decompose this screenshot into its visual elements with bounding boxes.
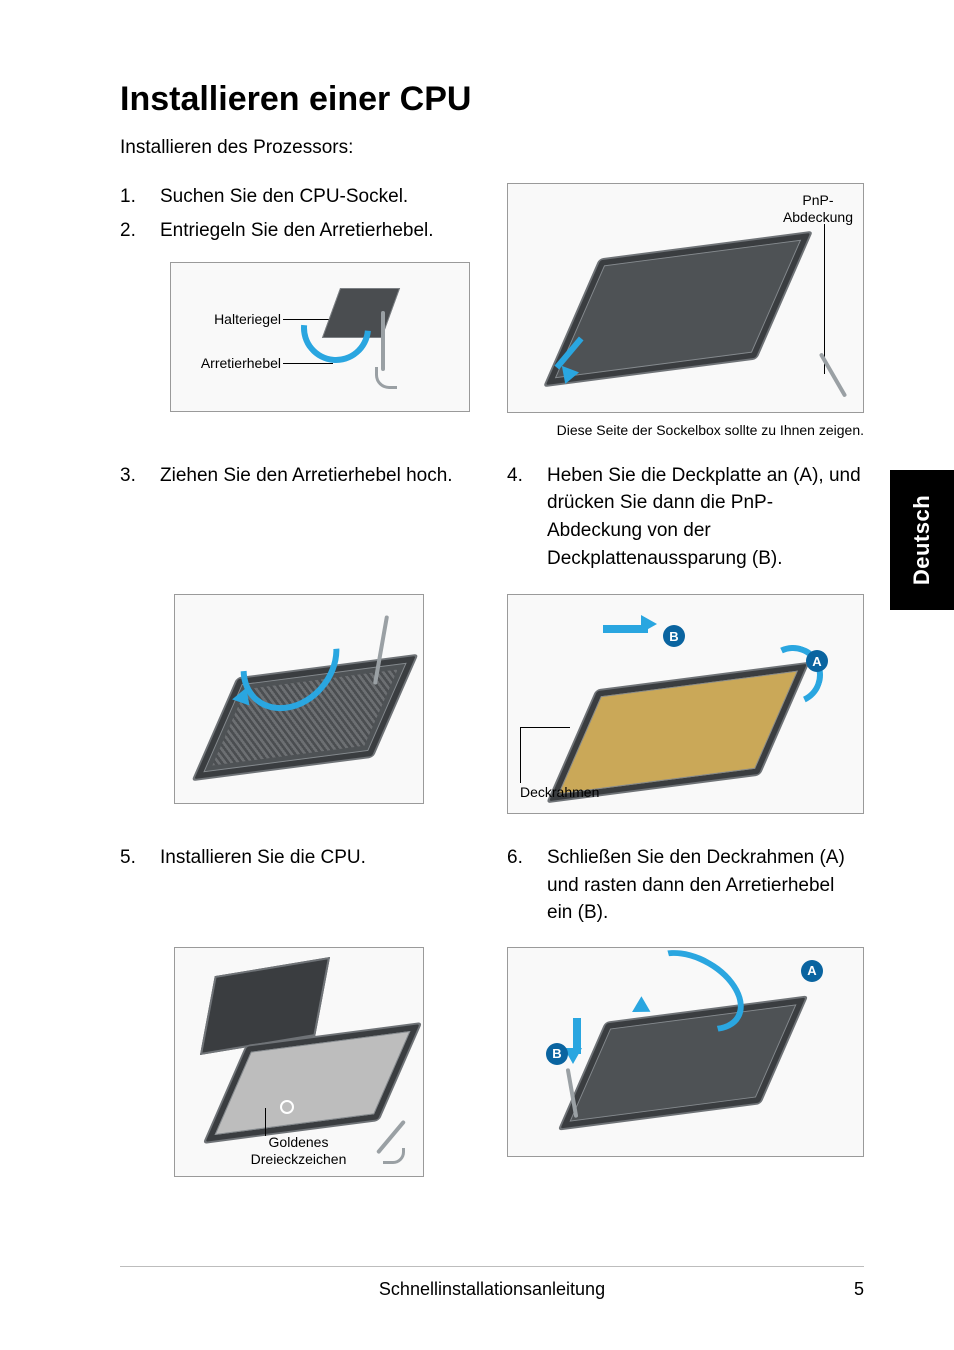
row-1: 1. Suchen Sie den CPU-Sockel. 2. Entrieg… [120, 183, 864, 440]
steps-list-top: 1. Suchen Sie den CPU-Sockel. 2. Entrieg… [120, 183, 477, 244]
badge-b: B [663, 625, 685, 647]
step-3-wrap: 3. Ziehen Sie den Arretierhebel hoch. [120, 462, 477, 490]
figure-lift-plate: B A Deckrahmen [507, 594, 864, 814]
step-5-wrap: 5. Installieren Sie die CPU. [120, 844, 477, 872]
step-num: 2. [120, 217, 160, 245]
badge-b2: B [546, 1043, 568, 1065]
col-steps-1-2: 1. Suchen Sie den CPU-Sockel. 2. Entrieg… [120, 183, 477, 440]
step-6: 6. Schließen Sie den Deckrahmen (A) und … [507, 844, 864, 927]
step-text: Entriegeln Sie den Arretierhebel. [160, 217, 477, 245]
step-2: 2. Entriegeln Sie den Arretierhebel. [120, 217, 477, 245]
step-6-wrap: 6. Schließen Sie den Deckrahmen (A) und … [507, 844, 864, 927]
badge-a2: A [801, 960, 823, 982]
col-figure-socket-top: PnP- Abdeckung Diese Seite der Sockelbox… [507, 183, 864, 440]
page-title: Installieren einer CPU [120, 80, 864, 119]
step-1: 1. Suchen Sie den CPU-Sockel. [120, 183, 477, 211]
step-text: Heben Sie die Deckplatte an (A), und drü… [547, 462, 864, 572]
figure-close-lock: A B [507, 947, 864, 1157]
label-halteriegel: Halteriegel [181, 311, 281, 328]
figure-latch-detail: Halteriegel Arretierhebel [170, 262, 470, 412]
step-text: Ziehen Sie den Arretierhebel hoch. [160, 462, 477, 490]
label-pnp-abdeckung: PnP- Abdeckung [783, 192, 853, 226]
row-2: 3. Ziehen Sie den Arretierhebel hoch. 4.… [120, 462, 864, 578]
badge-a: A [806, 650, 828, 672]
figure-install-cpu: Goldenes Dreieckzeichen [174, 947, 424, 1177]
step-text: Schließen Sie den Deckrahmen (A) und ras… [547, 844, 864, 927]
label-arretierhebel: Arretierhebel [171, 355, 281, 372]
step-5: 5. Installieren Sie die CPU. [120, 844, 477, 872]
step-num: 3. [120, 462, 160, 490]
row-3-figs: Goldenes Dreieckzeichen A B [120, 947, 864, 1177]
page-footer: Schnellinstallationsanleitung 5 [120, 1266, 864, 1300]
row-2-figs: B A Deckrahmen [120, 594, 864, 814]
step-text: Installieren Sie die CPU. [160, 844, 477, 872]
step-4: 4. Heben Sie die Deckplatte an (A), und … [507, 462, 864, 572]
footer-title: Schnellinstallationsanleitung [120, 1279, 864, 1300]
figure-lever-up [174, 594, 424, 804]
step-num: 1. [120, 183, 160, 211]
step-num: 6. [507, 844, 547, 927]
page: Installieren einer CPU Installieren des … [0, 0, 954, 1350]
step-num: 5. [120, 844, 160, 872]
page-subtitle: Installieren des Prozessors: [120, 137, 864, 159]
figure-socket-pnp: PnP- Abdeckung [507, 183, 864, 413]
label-deckrahmen: Deckrahmen [520, 784, 599, 801]
language-tab: Deutsch [890, 470, 954, 610]
language-tab-label: Deutsch [909, 495, 935, 585]
step-4-wrap: 4. Heben Sie die Deckplatte an (A), und … [507, 462, 864, 572]
step-num: 4. [507, 462, 547, 572]
step-3: 3. Ziehen Sie den Arretierhebel hoch. [120, 462, 477, 490]
step-text: Suchen Sie den CPU-Sockel. [160, 183, 477, 211]
caption-socket-side: Diese Seite der Sockelbox sollte zu Ihne… [507, 421, 864, 440]
row-3: 5. Installieren Sie die CPU. 6. Schließe… [120, 844, 864, 933]
